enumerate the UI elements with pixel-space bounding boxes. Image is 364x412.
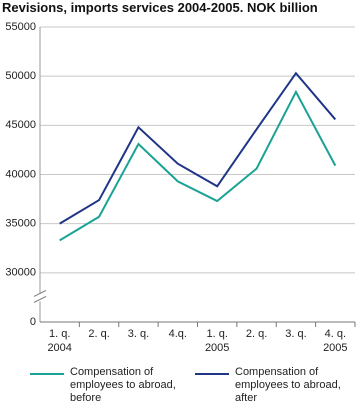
x-tick-label: 3. q. (285, 328, 306, 340)
x-tick-label: 1. q. (206, 328, 227, 340)
axis-break-gap (34, 293, 44, 302)
axis-break (33, 289, 47, 303)
legend-swatch (195, 373, 229, 375)
x-tick-label: 4.q. (169, 328, 187, 340)
x-tick-label: 3. q. (128, 328, 149, 340)
x-tick-year: 2004 (47, 342, 71, 354)
x-tick-year: 2005 (323, 342, 347, 354)
legend-item: Compensation of employees to abroad, bef… (30, 366, 190, 405)
x-tick-year: 2005 (205, 342, 229, 354)
series-line (59, 89, 337, 242)
y-tick-label: 35000 (5, 218, 36, 230)
y-tick-label: 40000 (5, 168, 36, 180)
y-tick-label: 45000 (5, 119, 36, 131)
legend-swatch (30, 373, 64, 375)
x-tick-label: 1. q. (49, 328, 70, 340)
x-tick-label: 2. q. (246, 328, 267, 340)
series-line (59, 71, 337, 225)
legend-label: Compensation of employees to abroad, bef… (70, 366, 176, 404)
legend-label: Compensation of employees to abroad, aft… (235, 366, 341, 404)
legend-item: Compensation of employees to abroad, aft… (195, 366, 355, 405)
x-tick-label: 2. q. (88, 328, 109, 340)
y-tick-label: 0 (30, 316, 36, 328)
y-tick-label: 50000 (5, 70, 36, 82)
chart: 0 30000 35000 40000 45000 50000 55000 1. q. 2004… (5, 21, 356, 354)
y-tick-label: 30000 (5, 267, 36, 279)
y-tick-label: 55000 (5, 21, 36, 33)
x-tick-label: 4. q. (325, 328, 346, 340)
chart-title: Revisions, imports services 2004-2005. N… (2, 0, 318, 15)
